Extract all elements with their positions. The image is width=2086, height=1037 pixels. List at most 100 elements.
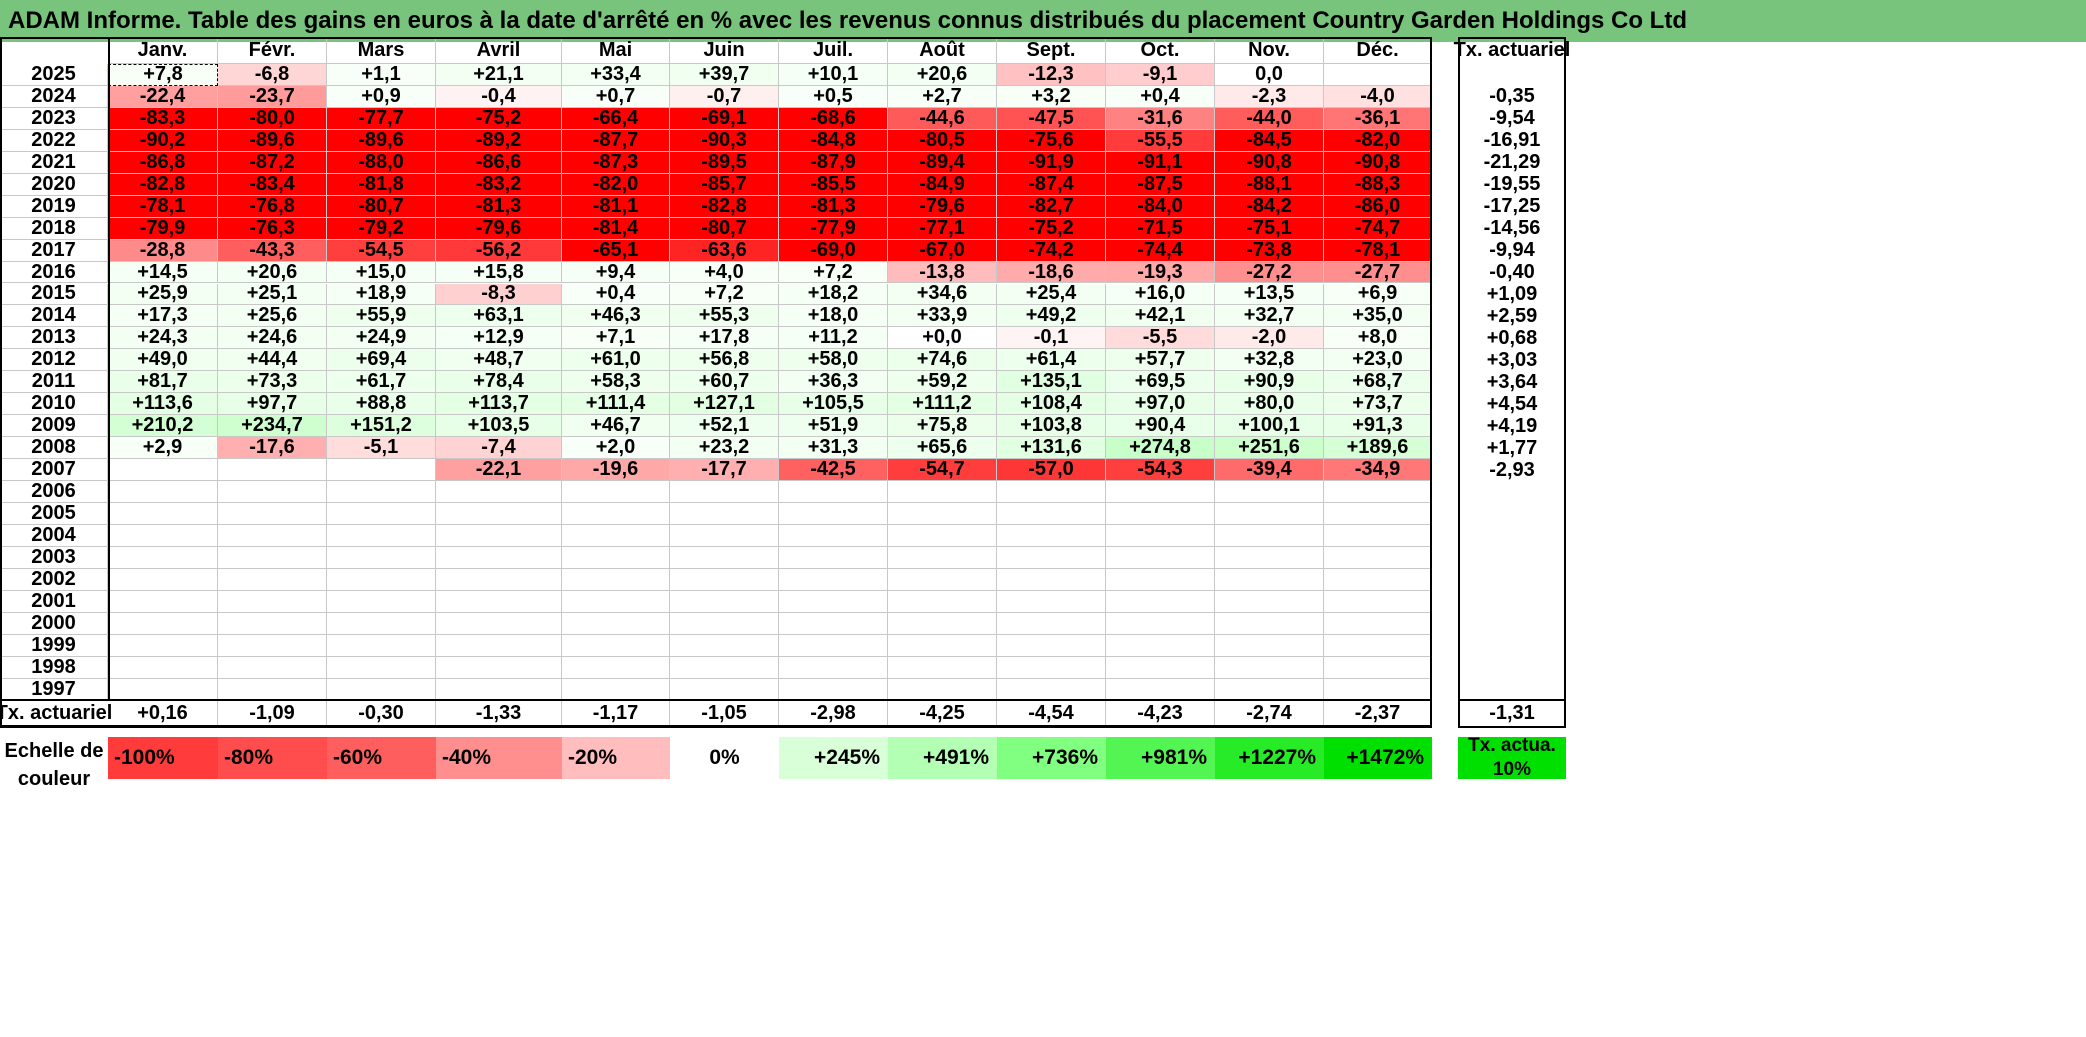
- annual-rate-cell: [1458, 679, 1566, 701]
- table-cell: -89,2: [436, 129, 562, 152]
- table-cell: [327, 612, 436, 635]
- table-cell: +61,7: [327, 370, 436, 394]
- table-cell: -87,2: [218, 151, 327, 174]
- table-cell: +210,2: [108, 414, 218, 438]
- year-label: 2014: [0, 304, 108, 328]
- year-label: 2015: [0, 282, 108, 306]
- table-cell: -74,2: [997, 239, 1106, 262]
- table-cell: [670, 481, 779, 503]
- table-cell: [108, 590, 218, 613]
- table-cell: -81,3: [779, 195, 888, 218]
- annual-rate-cell: +0,68: [1486, 326, 1538, 349]
- legend-annual-swatch: Tx. actua. 10%: [1458, 735, 1566, 780]
- table-cell: -27,2: [1215, 261, 1324, 284]
- summary-cell: -2,98: [779, 700, 888, 727]
- table-cell: -8,3: [436, 282, 562, 306]
- table-cell: [562, 503, 670, 525]
- table-cell: -78,1: [108, 195, 218, 218]
- year-label: 2009: [0, 414, 108, 438]
- table-cell: [888, 678, 997, 701]
- table-cell: [1324, 64, 1432, 86]
- table-cell: -74,7: [1324, 217, 1432, 240]
- table-cell: [108, 503, 218, 525]
- table-cell: +25,6: [218, 304, 327, 328]
- annual-rate-cell: -9,94: [1489, 239, 1535, 262]
- table-cell: -84,5: [1215, 129, 1324, 152]
- table-cell: [779, 634, 888, 657]
- table-cell: -0,4: [436, 85, 562, 108]
- annual-rate-cell: [1458, 481, 1566, 503]
- annual-rate-cell: [1458, 503, 1566, 525]
- table-cell: [997, 678, 1106, 701]
- table-cell: -81,8: [327, 173, 436, 196]
- table-cell: +14,5: [108, 261, 218, 284]
- table-cell: +20,6: [218, 261, 327, 284]
- annual-rate-cell: +3,03: [1486, 348, 1538, 371]
- table-cell: +65,6: [888, 436, 997, 460]
- annual-rate-cell: +3,64: [1486, 370, 1538, 393]
- summary-cell: +0,16: [108, 700, 218, 727]
- table-cell: [888, 656, 997, 679]
- table-cell: [108, 568, 218, 591]
- table-cell: +274,8: [1106, 436, 1215, 460]
- table-cell: -78,1: [1324, 239, 1432, 262]
- table-cell: [327, 656, 436, 679]
- table-cell: [1215, 546, 1324, 569]
- table-cell: [779, 481, 888, 503]
- table-cell: [218, 678, 327, 701]
- table-cell: -17,6: [218, 436, 327, 460]
- table-cell: -79,6: [436, 217, 562, 240]
- table-cell: +0,9: [327, 85, 436, 108]
- table-cell: -71,5: [1106, 217, 1215, 240]
- table-cell: +63,1: [436, 304, 562, 328]
- annual-summary-divider: [1458, 699, 1566, 701]
- month-header: Oct.: [1106, 37, 1215, 64]
- table-cell: [562, 546, 670, 569]
- table-cell: -76,3: [218, 217, 327, 240]
- table-cell: +113,6: [108, 392, 218, 416]
- table-cell: [1106, 634, 1215, 657]
- table-cell: [1324, 612, 1432, 635]
- table-cell: +80,0: [1215, 392, 1324, 416]
- table-cell: [108, 481, 218, 503]
- table-cell: -82,0: [562, 173, 670, 196]
- legend-swatch: 0%: [670, 737, 779, 779]
- year-label: 2022: [0, 129, 108, 152]
- table-cell: -84,0: [1106, 195, 1215, 218]
- table-cell: [218, 634, 327, 657]
- table-cell: -77,9: [779, 217, 888, 240]
- table-cell: -79,2: [327, 217, 436, 240]
- table-cell: +4,0: [670, 261, 779, 284]
- table-cell: [1324, 568, 1432, 591]
- table-cell: -36,1: [1324, 107, 1432, 130]
- table-cell: +111,2: [888, 392, 997, 416]
- table-cell: [1324, 524, 1432, 547]
- table-cell: [888, 634, 997, 657]
- table-cell: [1106, 656, 1215, 679]
- table-cell: +108,4: [997, 392, 1106, 416]
- table-cell: [327, 590, 436, 613]
- table-cell: -82,8: [108, 173, 218, 196]
- table-cell: -2,0: [1215, 326, 1324, 350]
- annual-rate-cell: +4,54: [1486, 392, 1538, 415]
- table-cell: -90,2: [108, 129, 218, 152]
- table-cell: +127,1: [670, 392, 779, 416]
- table-cell: [327, 481, 436, 503]
- annual-rate-cell: [1458, 657, 1566, 679]
- annual-rate-cell: +1,77: [1486, 436, 1538, 459]
- table-cell: +9,4: [562, 261, 670, 284]
- legend-swatch: -40%: [436, 737, 562, 779]
- table-cell: -54,5: [327, 239, 436, 262]
- table-cell: +11,2: [779, 326, 888, 350]
- table-cell: +7,1: [562, 326, 670, 350]
- annual-rate-cell: [1458, 525, 1566, 547]
- table-cell: +25,4: [997, 282, 1106, 306]
- table-cell: +68,7: [1324, 370, 1432, 394]
- table-cell: +100,1: [1215, 414, 1324, 438]
- table-cell: +36,3: [779, 370, 888, 394]
- month-header: Avril: [436, 37, 562, 64]
- table-cell: +73,7: [1324, 392, 1432, 416]
- table-cell: [1215, 524, 1324, 547]
- year-label: 2008: [0, 436, 108, 460]
- table-cell: -68,6: [779, 107, 888, 130]
